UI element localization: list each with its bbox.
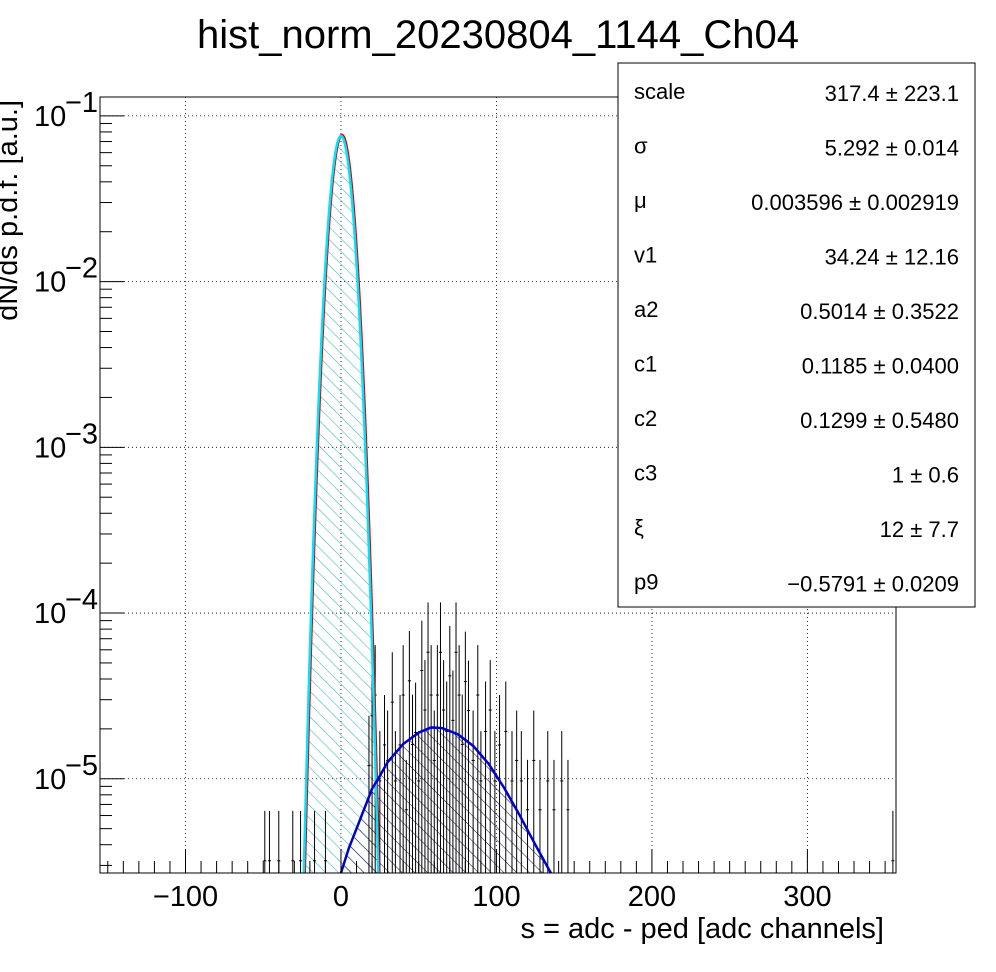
x-tick-label: 200: [628, 881, 676, 913]
stats-param-value: 0.1185 ± 0.0400: [802, 354, 959, 379]
fit-curves: [302, 133, 552, 873]
chart-title: hist_norm_20230804_1144_Ch04: [197, 13, 799, 57]
y-tick-label: 10: [34, 764, 66, 796]
y-tick-exponent: −4: [65, 584, 98, 616]
stats-param-name: σ: [634, 134, 648, 159]
stats-param-value: 12 ± 7.7: [880, 517, 959, 542]
x-tick-label: −100: [153, 881, 218, 913]
stats-param-value: 0.1299 ± 0.5480: [800, 408, 959, 433]
y-tick-label: 10: [34, 598, 66, 630]
stats-param-value: 1 ± 0.6: [892, 463, 959, 488]
y-tick-labels: 10−110−210−310−410−5: [34, 87, 98, 796]
x-tick-label: 100: [472, 881, 520, 913]
stats-param-name: v1: [634, 243, 657, 268]
pedestal-fill: [300, 136, 382, 873]
stats-rows: scale 317.4 ± 223.1 σ 5.292 ± 0.014 μ 0.00359…: [634, 79, 959, 597]
stats-param-name: c1: [634, 352, 657, 377]
stats-param-name: c3: [634, 461, 657, 486]
x-tick-labels: −100 0 100 200 300: [153, 881, 832, 913]
y-tick-exponent: −3: [65, 418, 98, 450]
stats-param-value: 5.292 ± 0.014: [825, 136, 959, 161]
signal-fit-curve: [339, 726, 552, 873]
stats-param-name: a2: [634, 297, 658, 322]
y-tick-exponent: −2: [65, 253, 98, 285]
error-bars: [263, 602, 895, 873]
y-axis-label: dN/ds p.d.f. [a.u.]: [0, 100, 24, 321]
stats-param-value: 34.24 ± 12.16: [825, 245, 959, 270]
stats-param-value: 317.4 ± 223.1: [825, 81, 959, 106]
signal-fill: [340, 727, 551, 873]
y-tick-label: 10: [34, 101, 66, 133]
y-tick-label: 10: [34, 432, 66, 464]
stats-param-name: scale: [634, 79, 685, 104]
stats-param-name: p9: [634, 570, 658, 595]
stats-param-value: −0.5791 ± 0.0209: [787, 572, 959, 597]
fit-fill-areas: [300, 136, 551, 873]
stats-box: scale 317.4 ± 223.1 σ 5.292 ± 0.014 μ 0.00359…: [617, 62, 976, 608]
stats-box-frame: [617, 62, 976, 608]
stats-param-name: μ: [634, 188, 647, 213]
x-tick-label: 0: [333, 881, 349, 913]
y-tick-exponent: −5: [65, 750, 98, 782]
pedestal-fit-curve: [302, 134, 380, 873]
stats-param-name: ξ: [634, 515, 644, 540]
stats-param-value: 0.003596 ± 0.002919: [751, 190, 959, 215]
stats-param-name: c2: [634, 406, 657, 431]
stats-param-value: 0.5014 ± 0.3522: [800, 299, 959, 324]
y-tick-label: 10: [34, 267, 66, 299]
x-tick-label: 300: [783, 881, 831, 913]
axis-ticks: [100, 115, 886, 873]
x-axis-label: s = adc - ped [adc channels]: [520, 913, 884, 945]
y-tick-exponent: −1: [65, 87, 98, 119]
